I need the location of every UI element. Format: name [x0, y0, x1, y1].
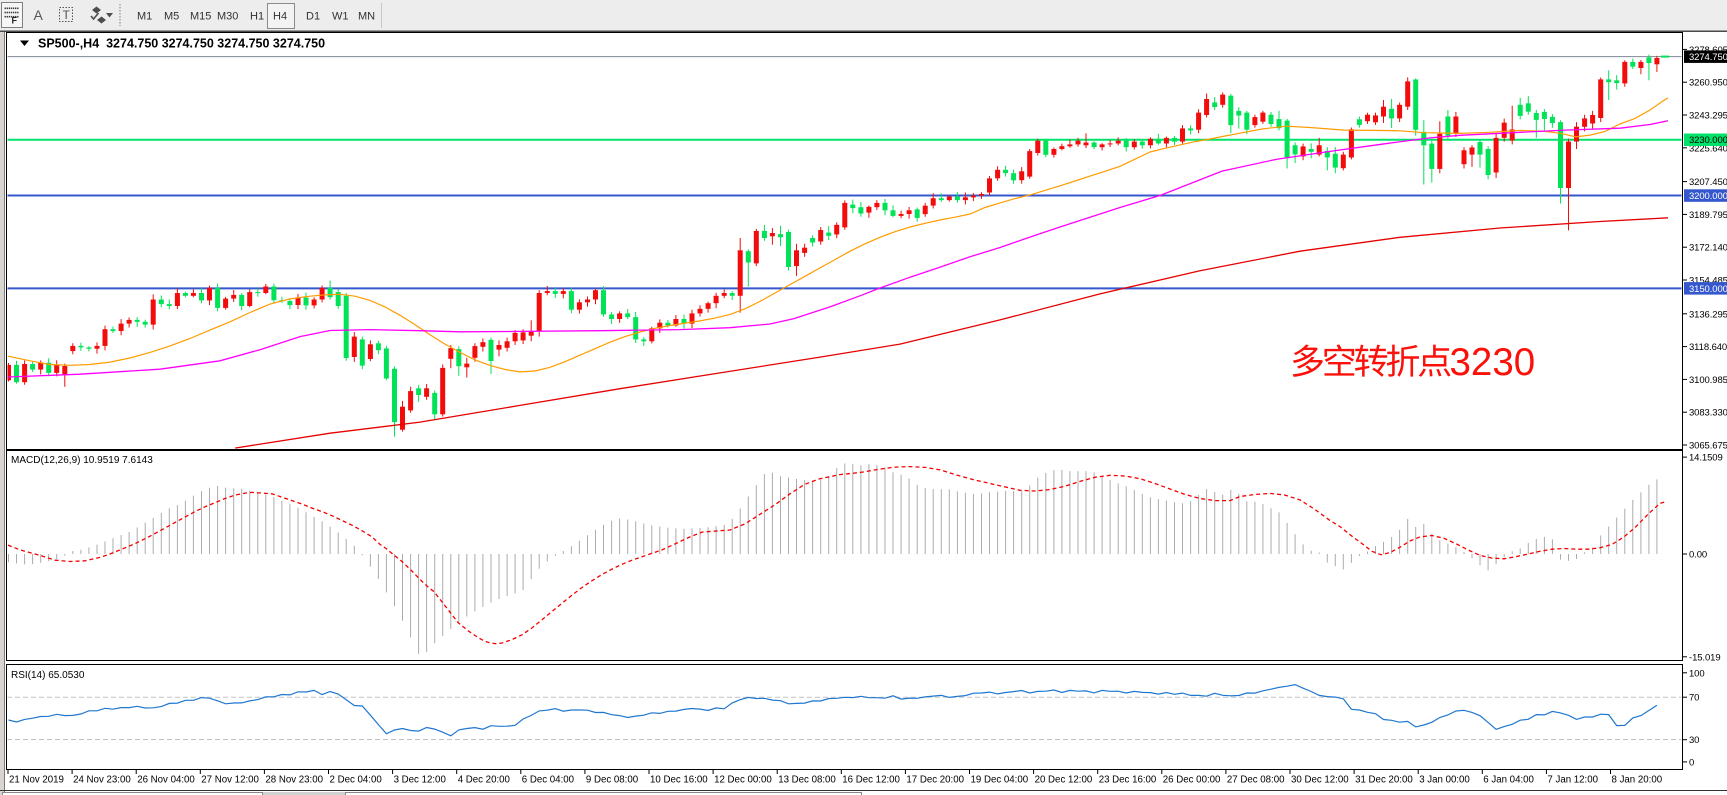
- svg-text:70: 70: [1689, 693, 1699, 704]
- svg-text:M15: M15: [190, 11, 211, 23]
- svg-text:23 Dec 16:00: 23 Dec 16:00: [1099, 775, 1157, 786]
- svg-text:17 Dec 20:00: 17 Dec 20:00: [906, 775, 964, 786]
- svg-text:9 Dec 08:00: 9 Dec 08:00: [586, 775, 639, 786]
- svg-text:31 Dec 20:00: 31 Dec 20:00: [1355, 775, 1413, 786]
- svg-text:3 Dec 12:00: 3 Dec 12:00: [394, 775, 447, 786]
- svg-text:0.00: 0.00: [1689, 550, 1707, 561]
- svg-text:3118.640: 3118.640: [1689, 342, 1727, 353]
- svg-text:MACD(12,26,9) 10.9519 7.6143: MACD(12,26,9) 10.9519 7.6143: [11, 455, 153, 466]
- svg-text:F: F: [12, 16, 18, 26]
- svg-text:3189.795: 3189.795: [1689, 210, 1727, 221]
- svg-text:3154.485: 3154.485: [1689, 276, 1727, 287]
- svg-text:30: 30: [1689, 735, 1699, 746]
- svg-text:3207.450: 3207.450: [1689, 177, 1727, 188]
- svg-text:100: 100: [1689, 668, 1705, 679]
- svg-text:SP500-,H4 3274.750 3274.750 3: SP500-,H4 3274.750 3274.750 3274.750 327…: [38, 37, 325, 51]
- svg-text:MN: MN: [358, 11, 375, 23]
- svg-text:A: A: [34, 7, 44, 23]
- svg-text:3100.985: 3100.985: [1689, 375, 1727, 386]
- svg-text:3 Jan 00:00: 3 Jan 00:00: [1419, 775, 1470, 786]
- svg-text:13 Dec 08:00: 13 Dec 08:00: [778, 775, 836, 786]
- svg-text:28 Nov 23:00: 28 Nov 23:00: [265, 775, 323, 786]
- svg-text:3150.000: 3150.000: [1689, 284, 1727, 295]
- svg-text:3136.295: 3136.295: [1689, 309, 1727, 320]
- svg-text:20 Dec 12:00: 20 Dec 12:00: [1035, 775, 1093, 786]
- svg-text:3172.140: 3172.140: [1689, 243, 1727, 254]
- svg-text:27 Nov 12:00: 27 Nov 12:00: [201, 775, 259, 786]
- svg-text:2 Dec 04:00: 2 Dec 04:00: [330, 775, 383, 786]
- svg-text:19 Dec 04:00: 19 Dec 04:00: [971, 775, 1029, 786]
- svg-text:M30: M30: [217, 11, 238, 23]
- svg-text:M5: M5: [164, 11, 179, 23]
- svg-text:6 Jan 04:00: 6 Jan 04:00: [1483, 775, 1534, 786]
- svg-text:D1: D1: [306, 11, 320, 23]
- svg-text:3230: 3230: [1450, 341, 1536, 384]
- svg-text:3200.000: 3200.000: [1689, 191, 1727, 202]
- svg-text:3225.640: 3225.640: [1689, 143, 1727, 154]
- svg-text:10 Dec 16:00: 10 Dec 16:00: [650, 775, 708, 786]
- svg-text:3065.675: 3065.675: [1689, 441, 1727, 452]
- svg-text:-15.019: -15.019: [1689, 652, 1721, 663]
- svg-text:27 Dec 08:00: 27 Dec 08:00: [1227, 775, 1285, 786]
- svg-text:3260.950: 3260.950: [1689, 78, 1727, 89]
- svg-text:16 Dec 12:00: 16 Dec 12:00: [842, 775, 900, 786]
- svg-text:H1: H1: [250, 11, 264, 23]
- svg-text:24 Nov 23:00: 24 Nov 23:00: [73, 775, 131, 786]
- svg-text:T: T: [63, 8, 71, 22]
- svg-text:H4: H4: [273, 11, 287, 23]
- svg-text:26 Nov 04:00: 26 Nov 04:00: [137, 775, 195, 786]
- svg-text:12 Dec 00:00: 12 Dec 00:00: [714, 775, 772, 786]
- svg-text:3083.330: 3083.330: [1689, 408, 1727, 419]
- svg-text:26 Dec 00:00: 26 Dec 00:00: [1163, 775, 1221, 786]
- svg-text:21 Nov 2019: 21 Nov 2019: [9, 775, 64, 786]
- svg-text:M1: M1: [137, 11, 152, 23]
- svg-text:W1: W1: [332, 11, 349, 23]
- svg-text:0: 0: [1689, 757, 1694, 768]
- svg-text:3274.750: 3274.750: [1689, 52, 1727, 63]
- svg-text:30 Dec 12:00: 30 Dec 12:00: [1291, 775, 1349, 786]
- svg-text:7 Jan 12:00: 7 Jan 12:00: [1547, 775, 1598, 786]
- svg-text:8 Jan 20:00: 8 Jan 20:00: [1612, 775, 1663, 786]
- svg-text:3243.295: 3243.295: [1689, 111, 1727, 122]
- svg-text:RSI(14) 65.0530: RSI(14) 65.0530: [11, 670, 85, 681]
- svg-text:3230.000: 3230.000: [1689, 135, 1727, 146]
- svg-text:6 Dec 04:00: 6 Dec 04:00: [522, 775, 575, 786]
- svg-text:4 Dec 20:00: 4 Dec 20:00: [458, 775, 511, 786]
- svg-text:14.1509: 14.1509: [1689, 453, 1723, 464]
